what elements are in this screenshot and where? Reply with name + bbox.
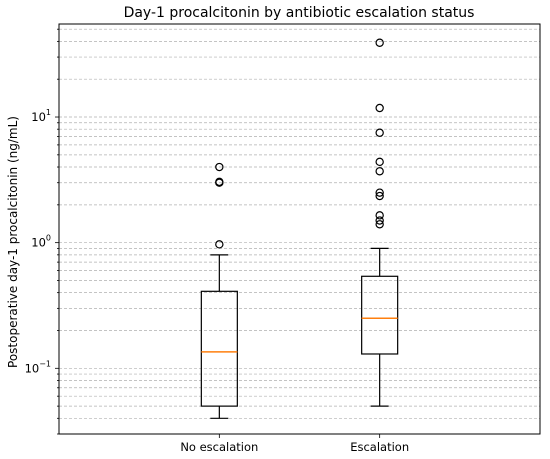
y-axis-label: Postoperative day-1 procalcitonin (ng/mL… [6,116,20,368]
y-tick-label: 101 [31,108,51,124]
box-group [200,162,238,419]
box-group [361,38,399,407]
outlier-point [375,128,384,137]
y-tick-label: 10−1 [25,359,51,375]
outlier-point [375,216,384,225]
outlier-point [375,191,384,201]
box [361,275,399,355]
outlier-point [375,220,384,229]
outlier-point [375,167,384,176]
x-tick-label: No escalation [180,440,258,454]
outlier-point [375,188,384,197]
outlier-point [215,177,224,187]
chart-title: Day-1 procalcitonin by antibiotic escala… [124,5,475,21]
x-tick-label: Escalation [350,440,409,454]
x-ticks: No escalation Escalation [180,434,409,454]
plot-frame [58,23,541,435]
outlier-point [215,162,224,172]
outlier-point [375,157,384,167]
grid-lines [59,28,540,435]
outlier-point [375,211,384,220]
y-tick-label: 100 [31,234,51,250]
outlier-point [375,38,384,47]
y-ticks: 10−1 100 101 [25,28,59,435]
outlier-point [375,103,384,113]
outlier-point [215,240,224,249]
plot-elements [200,38,399,419]
box [200,290,238,407]
